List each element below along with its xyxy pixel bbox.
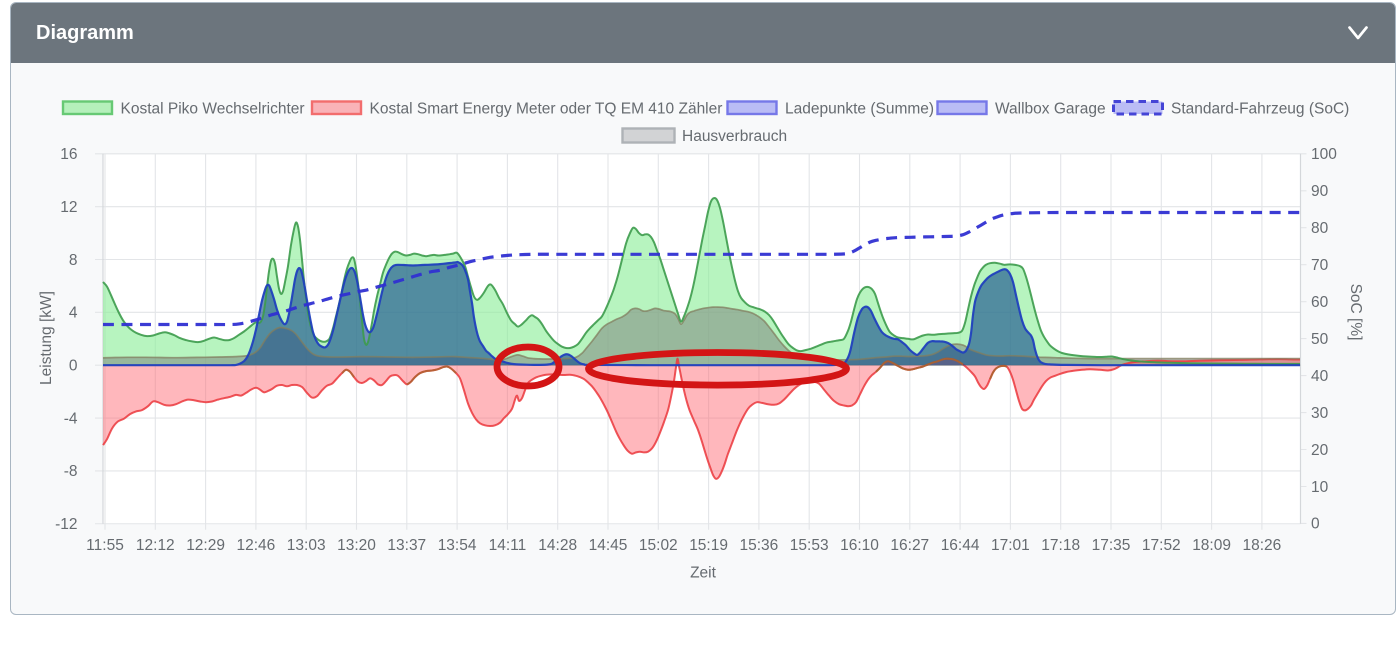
svg-text:16:44: 16:44 xyxy=(941,537,980,554)
svg-text:80: 80 xyxy=(1311,220,1329,237)
svg-text:90: 90 xyxy=(1311,183,1329,200)
svg-text:14:28: 14:28 xyxy=(538,537,577,554)
svg-text:14:45: 14:45 xyxy=(589,537,628,554)
svg-text:SoC [%]: SoC [%] xyxy=(1347,284,1364,341)
svg-text:15:36: 15:36 xyxy=(740,537,779,554)
svg-text:-12: -12 xyxy=(55,516,77,533)
svg-text:14:11: 14:11 xyxy=(489,537,527,554)
svg-text:100: 100 xyxy=(1311,146,1337,163)
svg-text:12:29: 12:29 xyxy=(186,537,225,554)
svg-text:Standard-Fahrzeug (SoC): Standard-Fahrzeug (SoC) xyxy=(1171,101,1349,118)
svg-text:16:10: 16:10 xyxy=(840,537,879,554)
svg-text:0: 0 xyxy=(69,358,78,375)
svg-text:0: 0 xyxy=(1311,516,1320,533)
svg-text:18:09: 18:09 xyxy=(1192,537,1231,554)
svg-text:Kostal Smart Energy Meter oder: Kostal Smart Energy Meter oder TQ EM 410… xyxy=(370,101,723,118)
svg-text:13:37: 13:37 xyxy=(387,537,426,554)
svg-text:16:27: 16:27 xyxy=(890,537,929,554)
svg-text:50: 50 xyxy=(1311,331,1329,348)
svg-text:Ladepunkte (Summe): Ladepunkte (Summe) xyxy=(785,101,934,118)
svg-text:10: 10 xyxy=(1311,479,1329,496)
svg-text:15:19: 15:19 xyxy=(689,537,728,554)
svg-text:4: 4 xyxy=(69,305,78,322)
svg-text:20: 20 xyxy=(1311,442,1329,459)
svg-text:12:46: 12:46 xyxy=(237,537,276,554)
svg-text:-4: -4 xyxy=(64,410,78,427)
svg-text:13:03: 13:03 xyxy=(287,537,326,554)
svg-text:Leistung [kW]: Leistung [kW] xyxy=(38,291,55,385)
svg-text:13:20: 13:20 xyxy=(337,537,376,554)
svg-text:Zeit: Zeit xyxy=(690,565,717,582)
svg-text:30: 30 xyxy=(1311,405,1329,422)
svg-text:70: 70 xyxy=(1311,257,1329,274)
svg-text:11:55: 11:55 xyxy=(86,537,124,554)
svg-text:16: 16 xyxy=(60,146,77,163)
svg-text:8: 8 xyxy=(69,252,78,269)
svg-text:-8: -8 xyxy=(64,463,78,480)
svg-text:17:52: 17:52 xyxy=(1142,537,1181,554)
svg-text:15:02: 15:02 xyxy=(639,537,678,554)
svg-text:60: 60 xyxy=(1311,294,1329,311)
svg-text:17:35: 17:35 xyxy=(1092,537,1131,554)
svg-text:12:12: 12:12 xyxy=(136,537,175,554)
svg-text:Hausverbrauch: Hausverbrauch xyxy=(682,128,787,145)
svg-text:12: 12 xyxy=(60,199,77,216)
svg-text:13:54: 13:54 xyxy=(438,537,477,554)
svg-text:40: 40 xyxy=(1311,368,1329,385)
svg-text:15:53: 15:53 xyxy=(790,537,829,554)
svg-text:18:26: 18:26 xyxy=(1243,537,1282,554)
svg-text:Wallbox Garage: Wallbox Garage xyxy=(995,101,1106,118)
svg-text:17:01: 17:01 xyxy=(991,537,1030,554)
svg-text:17:18: 17:18 xyxy=(1041,537,1080,554)
svg-text:Kostal Piko Wechselrichter: Kostal Piko Wechselrichter xyxy=(121,101,305,118)
